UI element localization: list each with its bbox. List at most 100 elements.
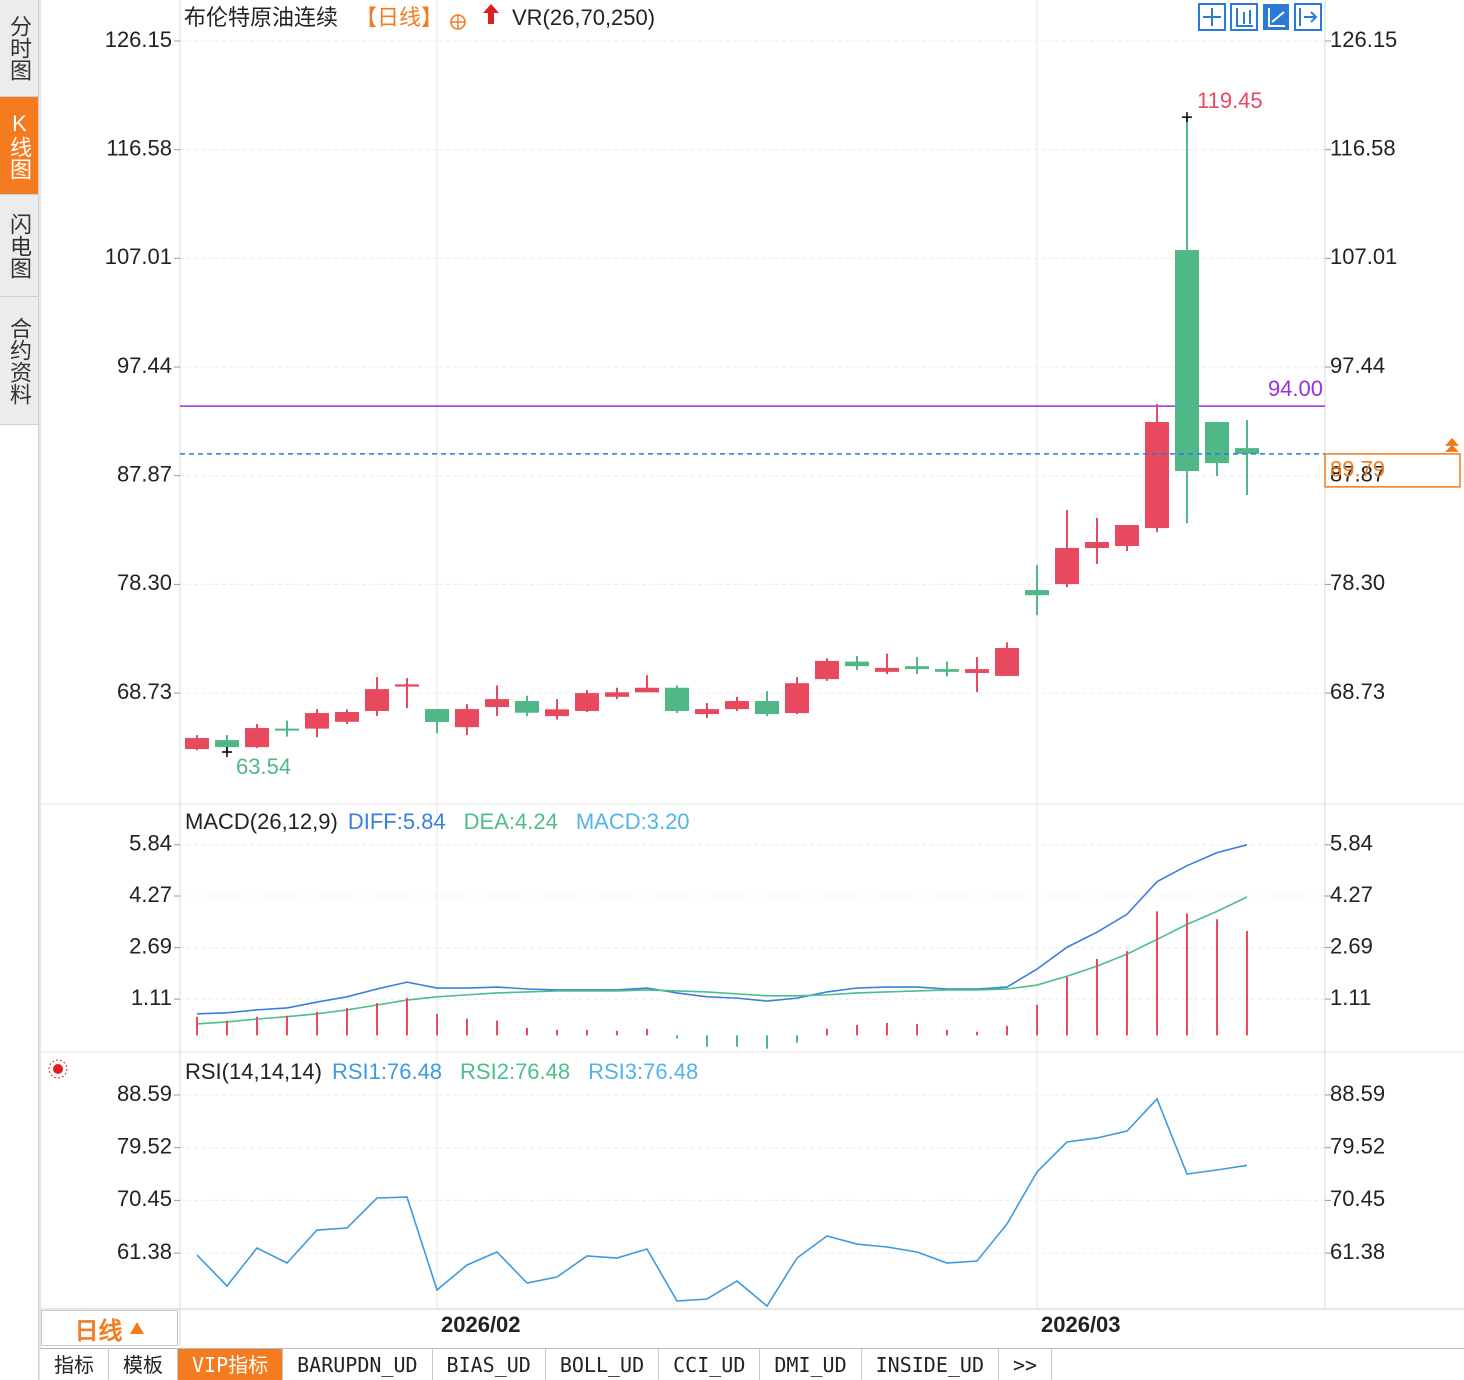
indicator-tab[interactable]: BOLL_UD: [546, 1349, 660, 1380]
tool-glyph: [1299, 8, 1318, 26]
indicator-title: RSI(14,14,14): [185, 1059, 322, 1084]
y-tick-label: 61.38: [117, 1239, 172, 1264]
period-button-label: 日线: [74, 1317, 123, 1345]
legend-entry: RSI1:76.48: [332, 1059, 442, 1084]
candle-body: [335, 712, 359, 722]
x-tick-label: 2026/03: [1041, 1312, 1121, 1337]
candle-body: [245, 728, 269, 748]
sidebar-tab[interactable]: 分时图: [0, 0, 38, 97]
candle-body: [485, 699, 509, 708]
candle-body: [185, 738, 209, 750]
rsi-icon-ring: [48, 1059, 68, 1079]
y-tick-label-right: 5.84: [1330, 831, 1373, 856]
candle-body: [395, 684, 419, 687]
legend-entry: DIFF:5.84: [348, 809, 446, 834]
candle-body: [455, 709, 479, 728]
candle-body: [725, 701, 749, 710]
indicator-tab[interactable]: 模板: [109, 1349, 178, 1380]
reference-label: 94.00: [1268, 376, 1323, 401]
grid: [174, 0, 1331, 1309]
indicator-tab[interactable]: >>: [999, 1349, 1053, 1380]
candle-body: [1235, 448, 1259, 454]
y-tick-label-right: 70.45: [1330, 1186, 1385, 1211]
sidebar-tab[interactable]: 合约资料: [0, 297, 38, 425]
legend-entry: RSI3:76.48: [588, 1059, 698, 1084]
candle-body: [665, 687, 689, 712]
period-button[interactable]: 日线: [41, 1310, 178, 1346]
rsi-line: [196, 1097, 1248, 1308]
candle-body: [575, 693, 599, 712]
legend-entry: MACD:3.20: [576, 809, 690, 834]
chart-title: 布伦特原油连续: [184, 5, 338, 30]
x-tick-label: 2026/02: [441, 1312, 521, 1337]
frame: [39, 0, 1464, 1380]
y-tick-label-right: 61.38: [1330, 1239, 1385, 1264]
period-arrow: [129, 1322, 144, 1334]
y-tick-label: 78.30: [117, 570, 172, 595]
last-price-arrow: [1445, 437, 1459, 452]
sidebar: 分时图 K线图 闪电图 合约资料: [0, 0, 39, 1380]
indicator-tab[interactable]: INSIDE_UD: [862, 1349, 1000, 1380]
marks: [180, 112, 1461, 1308]
y-tick-label: 79.52: [117, 1133, 172, 1158]
last-price-label: 89.79: [1330, 457, 1385, 482]
y-tick-label-right: 1.11: [1330, 985, 1371, 1010]
candle-body: [845, 661, 869, 667]
y-tick-label-right: 78.30: [1330, 570, 1385, 595]
candle-body: [305, 713, 329, 729]
y-tick-label-right: 97.44: [1330, 353, 1385, 378]
candle-body: [965, 669, 989, 673]
y-tick-label-right: 88.59: [1330, 1081, 1385, 1106]
candle-body: [275, 728, 299, 731]
y-tick-label-right: 4.27: [1330, 882, 1373, 907]
macd-line: [196, 896, 1248, 1025]
add-icon[interactable]: [450, 14, 466, 30]
indicator-tab[interactable]: 指标: [40, 1349, 109, 1380]
candle-body: [785, 683, 809, 714]
y-tick-label: 2.69: [129, 933, 172, 958]
indicator-tab[interactable]: CCI_UD: [659, 1349, 761, 1380]
candle-body: [1175, 250, 1199, 472]
candle-body: [815, 660, 839, 680]
indicator-label: VR(26,70,250): [512, 5, 655, 30]
tool-glyph: [1203, 8, 1221, 26]
tool-glyph: [1236, 8, 1253, 27]
candle-body: [935, 669, 959, 672]
add-icon-cross: [451, 15, 465, 29]
labels: 2026/02 2026/03 126.15 126.15 116.58 116.58 10…: [105, 27, 1398, 1337]
candle-body: [995, 647, 1019, 676]
candle-body: [755, 701, 779, 715]
y-tick-label-right: 126.15: [1330, 27, 1397, 52]
y-tick-label: 4.27: [129, 882, 172, 907]
indicator-tab[interactable]: BIAS_UD: [433, 1349, 546, 1380]
y-tick-label: 107.01: [105, 244, 172, 269]
indicator-tab[interactable]: DMI_UD: [760, 1349, 862, 1380]
candle-body: [365, 689, 389, 712]
indicator-arrow: [483, 4, 499, 24]
y-tick-label-right: 107.01: [1330, 244, 1397, 269]
indicator-tab[interactable]: VIP指标: [178, 1349, 284, 1380]
sidebar-tab[interactable]: K线图: [0, 97, 38, 195]
rsi-icon: [48, 1059, 68, 1079]
indicator-title: MACD(26,12,9): [185, 809, 338, 834]
last-price-box: [1324, 453, 1461, 488]
max-label: 119.45: [1197, 88, 1263, 113]
max-marker: [1182, 112, 1192, 123]
candle-body: [1145, 421, 1169, 529]
y-tick-label: 87.87: [117, 462, 172, 487]
indicator-tab[interactable]: BARUPDN_UD: [283, 1349, 433, 1380]
candle-body: [905, 666, 929, 670]
indicator-tabs: 指标 模板 VIP指标 BARUPDN_UD BIAS_UD BOLL_UD CCI_UD D…: [40, 1348, 1464, 1380]
y-tick-label-right: 2.69: [1330, 933, 1373, 958]
toolbar: [1198, 3, 1322, 31]
candle-body: [1115, 524, 1139, 547]
candle-body: [215, 740, 239, 748]
candle-body: [605, 692, 629, 697]
y-tick-label-right: 79.52: [1330, 1133, 1385, 1158]
candle-body: [1205, 421, 1229, 464]
sidebar-tab[interactable]: 闪电图: [0, 195, 38, 297]
y-tick-label: 70.45: [117, 1186, 172, 1211]
y-tick-label-right: 68.73: [1330, 679, 1385, 704]
